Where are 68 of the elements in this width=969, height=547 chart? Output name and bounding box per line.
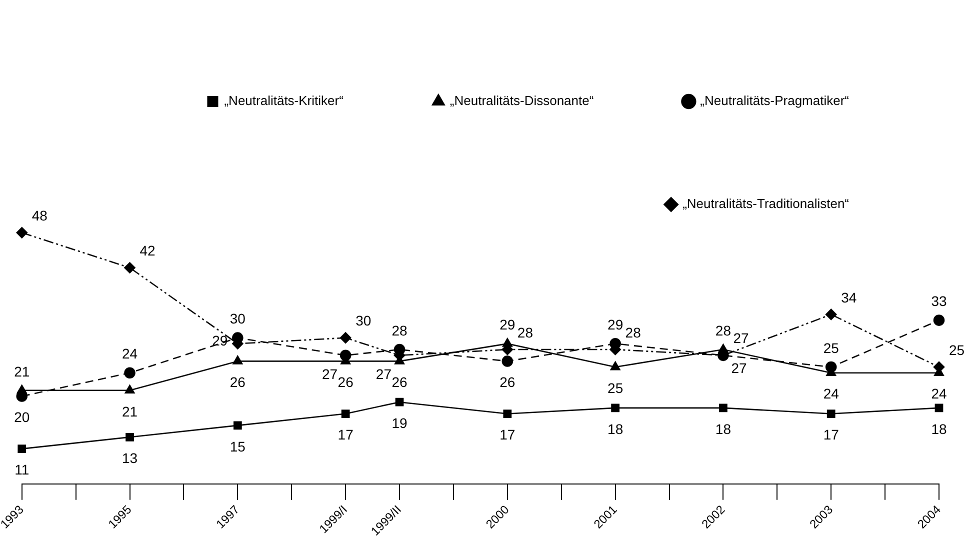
- data-label: 20: [14, 409, 30, 426]
- point: [233, 421, 242, 430]
- data-label: 34: [841, 289, 857, 306]
- data-label: 13: [122, 450, 138, 466]
- point: [126, 432, 134, 442]
- point: [610, 338, 621, 350]
- data-label: 28: [715, 322, 732, 338]
- data-label: 17: [823, 426, 840, 443]
- point: [232, 332, 244, 344]
- data-label: 27: [322, 366, 338, 382]
- data-label: 26: [230, 374, 246, 390]
- point: [933, 314, 945, 326]
- data-label: 18: [608, 420, 624, 437]
- data-label: 29: [608, 316, 624, 333]
- point: [502, 356, 514, 367]
- data-label: 18: [931, 420, 947, 437]
- data-label: 21: [122, 403, 138, 420]
- point: [395, 398, 404, 406]
- data-label: 27: [731, 360, 747, 376]
- data-label: 42: [140, 242, 156, 259]
- data-label: 26: [338, 374, 354, 390]
- data-label: 24: [931, 386, 947, 402]
- point: [611, 404, 620, 412]
- point: [124, 384, 135, 394]
- data-label: 15: [230, 438, 246, 454]
- data-label: 21: [14, 363, 30, 380]
- data-label: 25: [823, 340, 840, 356]
- point: [124, 367, 136, 379]
- point: [503, 410, 512, 418]
- data-label: 28: [517, 324, 534, 340]
- data-label: 25: [608, 380, 624, 396]
- point: [232, 356, 243, 364]
- data-label: 30: [356, 312, 372, 329]
- point: [18, 444, 26, 454]
- data-label: 26: [392, 374, 408, 390]
- data-label: 30: [230, 310, 246, 327]
- point: [16, 227, 28, 238]
- point: [718, 344, 728, 353]
- legend-label: „Neutralitäts-Traditionalisten“: [682, 196, 850, 212]
- point: [825, 308, 837, 320]
- data-label: 28: [625, 324, 642, 340]
- data-label: 19: [392, 414, 408, 431]
- legend-label: „Neutralitäts-Pragmatiker“: [700, 93, 850, 108]
- point: [340, 332, 352, 344]
- legend-label: „Neutralitäts-Kritiker“: [224, 93, 344, 108]
- data-label: 48: [32, 208, 48, 224]
- data-label: 17: [500, 426, 516, 443]
- data-label: 29: [500, 316, 516, 333]
- point: [610, 361, 620, 370]
- point: [341, 410, 350, 418]
- point: [719, 404, 728, 412]
- data-label: 28: [392, 322, 408, 338]
- data-label: 24: [122, 346, 138, 362]
- data-label: 11: [14, 462, 30, 478]
- data-label: 24: [823, 386, 840, 402]
- data-label: 17: [338, 426, 354, 443]
- legend-label: „Neutralitäts-Dissonante“: [450, 93, 594, 108]
- point: [16, 384, 27, 394]
- data-label: 27: [376, 366, 392, 382]
- point: [826, 410, 836, 418]
- data-label: 18: [715, 420, 732, 437]
- data-label: 33: [931, 293, 947, 310]
- point: [502, 338, 512, 347]
- data-label: 25: [949, 342, 965, 358]
- data-label: 27: [733, 330, 749, 346]
- data-label: 26: [500, 374, 516, 390]
- point: [934, 404, 944, 412]
- point: [124, 262, 136, 274]
